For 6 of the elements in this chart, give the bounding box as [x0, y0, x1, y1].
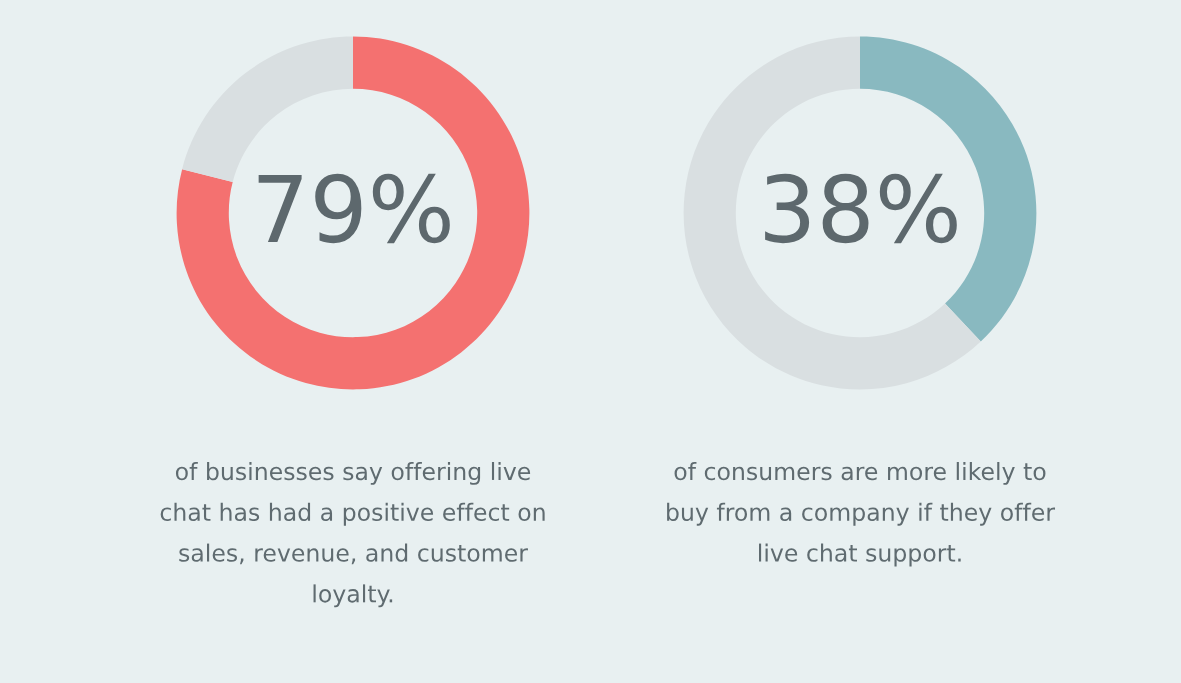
text: of businesses say offering live chat has had a positive effect on sales, revenue, and customer loyalty. [160, 462, 545, 608]
data-label: 38% [765, 173, 957, 244]
text: of consumers are more likely to buy from a company if they offer live chat support. [667, 462, 1056, 567]
donut-slice [176, 36, 530, 390]
donut-slice [683, 36, 981, 390]
data-label: 79% [258, 173, 450, 244]
